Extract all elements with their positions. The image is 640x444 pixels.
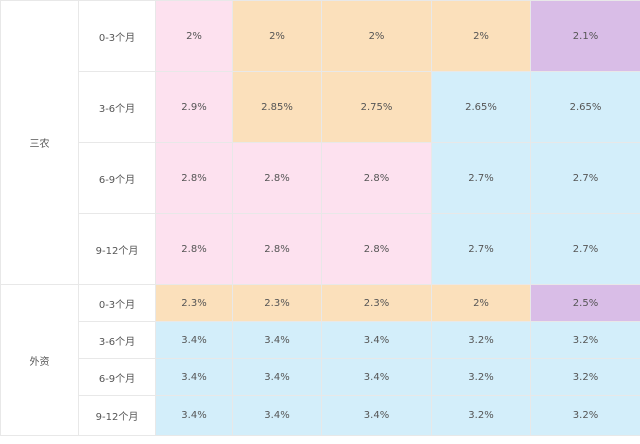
table-row: 9-12个月 2.8% 2.8% 2.8% 2.7% 2.7% — [1, 213, 640, 285]
rate-cell: 2.85% — [232, 71, 322, 143]
rate-cell: 2.3% — [232, 284, 322, 322]
rate-cell: 3.4% — [321, 321, 432, 359]
table-row: 3-6个月 3.4% 3.4% 3.4% 3.2% 3.2% — [1, 321, 640, 359]
rate-cell: 3.4% — [321, 358, 432, 396]
category-label: 外资 — [0, 284, 79, 436]
rate-cell: 2% — [431, 284, 531, 322]
rate-cell: 3.4% — [232, 321, 322, 359]
rate-cell: 2.7% — [431, 213, 531, 285]
rate-cell: 2.7% — [530, 142, 640, 214]
rate-cell: 2.3% — [321, 284, 432, 322]
table-row: 6-9个月 3.4% 3.4% 3.4% 3.2% 3.2% — [1, 358, 640, 396]
rate-cell: 2.8% — [321, 213, 432, 285]
table-row: 3-6个月 2.9% 2.85% 2.75% 2.65% 2.65% — [1, 71, 640, 143]
rate-cell: 2.1% — [530, 0, 640, 72]
rate-cell: 2.65% — [530, 71, 640, 143]
rate-cell: 2.65% — [431, 71, 531, 143]
term-label: 0-3个月 — [78, 0, 156, 72]
rate-cell: 3.4% — [321, 395, 432, 436]
rate-cell: 2.8% — [232, 142, 322, 214]
rate-cell: 2% — [431, 0, 531, 72]
table-row: 6-9个月 2.8% 2.8% 2.8% 2.7% 2.7% — [1, 142, 640, 214]
rate-cell: 3.2% — [431, 321, 531, 359]
table-row: 9-12个月 3.4% 3.4% 3.4% 3.2% 3.2% — [1, 395, 640, 436]
rate-cell: 2.3% — [155, 284, 233, 322]
rate-cell: 2.8% — [232, 213, 322, 285]
rate-cell: 3.2% — [431, 395, 531, 436]
rate-cell: 3.4% — [155, 321, 233, 359]
rate-cell: 3.4% — [155, 358, 233, 396]
term-label: 3-6个月 — [78, 321, 156, 359]
term-label: 6-9个月 — [78, 142, 156, 214]
rate-cell: 3.2% — [530, 395, 640, 436]
term-label: 0-3个月 — [78, 284, 156, 322]
rate-cell: 2% — [155, 0, 233, 72]
table-row: 三农 0-3个月 2% 2% 2% 2% 2.1% — [0, 0, 640, 285]
rate-cell: 3.4% — [232, 358, 322, 396]
rate-cell: 3.4% — [232, 395, 322, 436]
term-label: 9-12个月 — [78, 395, 156, 436]
table-row: 外资 0-3个月 2.3% 2.3% 2.3% 2% 2.5% — [0, 284, 640, 436]
category-label: 三农 — [0, 0, 79, 285]
rate-cell: 2.7% — [431, 142, 531, 214]
term-label: 6-9个月 — [78, 358, 156, 396]
rate-cell: 2.5% — [530, 284, 640, 322]
rate-cell: 2.7% — [530, 213, 640, 285]
rate-cell: 2% — [232, 0, 322, 72]
rate-cell: 3.2% — [431, 358, 531, 396]
rate-cell: 3.4% — [155, 395, 233, 436]
rate-cell: 2.8% — [155, 213, 233, 285]
term-label: 3-6个月 — [78, 71, 156, 143]
rate-cell: 3.2% — [530, 321, 640, 359]
term-label: 9-12个月 — [78, 213, 156, 285]
rate-cell: 2.75% — [321, 71, 432, 143]
rate-cell: 3.2% — [530, 358, 640, 396]
rate-cell: 2.8% — [321, 142, 432, 214]
rate-cell: 2.9% — [155, 71, 233, 143]
rate-cell: 2% — [321, 0, 432, 72]
rate-cell: 2.8% — [155, 142, 233, 214]
